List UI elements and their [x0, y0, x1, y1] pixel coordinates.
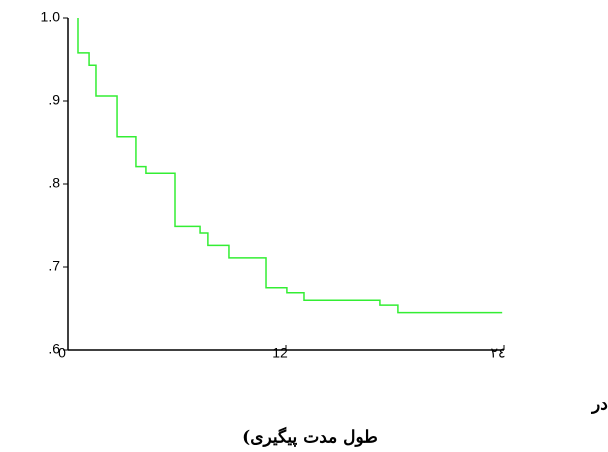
survival-curve: [77, 18, 503, 314]
y-tick-label: .9: [48, 92, 60, 108]
caption-line: نمودار ۱: منحنی Survival Kaplan Mayer (ع…: [590, 395, 608, 415]
y-tick-label: 1.0: [41, 9, 61, 25]
y-tick-label: .7: [48, 258, 60, 274]
x-tick-label: 0: [58, 345, 66, 361]
x-tick-label: 12: [272, 345, 288, 361]
x-tick-label: ۲٤: [490, 345, 505, 361]
y-tick-label: .8: [48, 175, 60, 191]
y-tick-label: .6: [48, 341, 60, 357]
caption-line: طول مدت پیگیری): [242, 427, 378, 448]
